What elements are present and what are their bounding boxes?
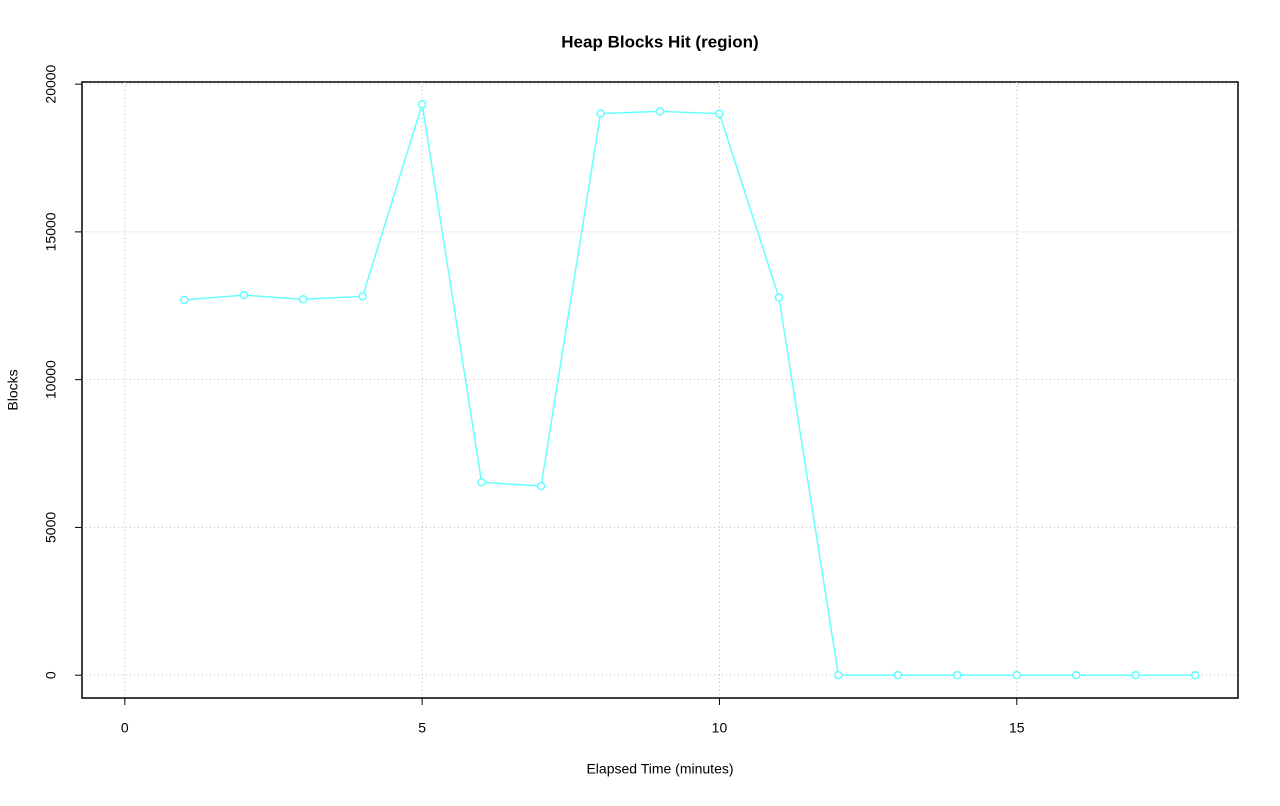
data-point [180,295,189,305]
data-point [834,670,843,680]
data-point [596,109,605,118]
data-point [1012,670,1022,680]
x-tick-label: 5 [418,720,426,736]
data-point [477,477,486,487]
y-tick-label: 20000 [43,64,59,103]
plot-frame [81,81,1239,699]
data-point [1190,670,1200,680]
data-point [417,99,427,109]
data-point [1072,670,1081,680]
data-point [774,293,784,302]
data-point [1131,670,1140,680]
data-point [298,295,308,304]
data-point [239,290,248,300]
y-tick-label: 15000 [43,212,59,251]
data-point [655,107,665,116]
data-line [184,104,1196,676]
x-tick-label: 0 [121,720,129,736]
chart-title: Heap Blocks Hit (region) [561,32,758,51]
x-tick-label: 15 [1009,720,1025,736]
y-tick-label: 5000 [43,512,59,543]
data-point [536,481,546,491]
data-point [715,109,724,118]
y-axis-label: Blocks [5,369,21,410]
x-tick-label: 10 [712,720,728,736]
x-axis-label: Elapsed Time (minutes) [586,761,733,777]
data-point [893,670,903,680]
y-tick-label: 0 [43,671,59,679]
y-tick-label: 10000 [43,360,59,399]
data-point [953,670,962,680]
data-point [358,292,367,301]
